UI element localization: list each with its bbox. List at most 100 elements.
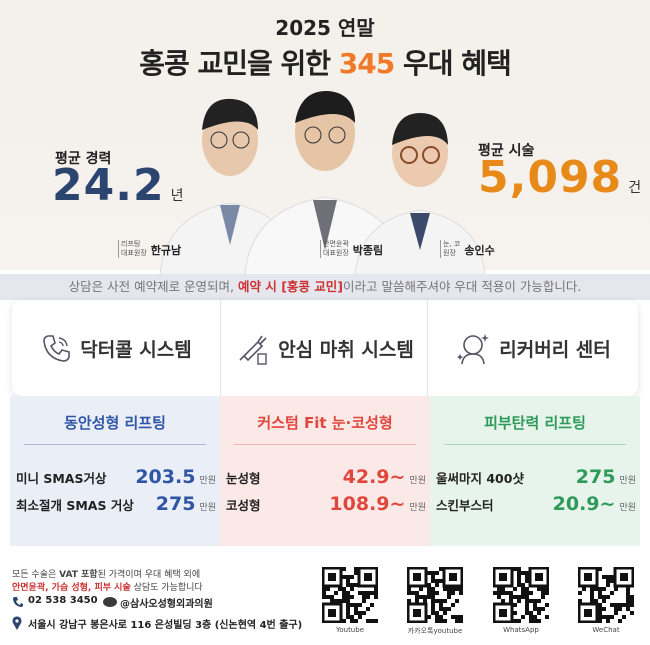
qr-code[interactable]	[578, 567, 634, 623]
doctor-figure	[159, 98, 301, 275]
doctor-tag: 눈, 코 원장	[440, 240, 460, 258]
price-row: 코성형 108.9~ 만원	[226, 493, 426, 517]
notice-text: 이라고 말씀해주셔야 우대 적용이 가능합니다.	[342, 279, 582, 294]
price-row: 눈성형 42.9~ 만원	[226, 466, 426, 490]
price-column: 피부탄력 리프팅 울써마지 400샷 275 만원 스킨부스터 20.9~ 만원	[430, 396, 640, 546]
doctor-name: 송인수	[464, 244, 495, 257]
qr-code[interactable]	[493, 567, 549, 623]
column-title: 동안성형 리프팅	[64, 414, 166, 432]
stat-label: 평균 경력	[55, 151, 112, 167]
doctors-photo	[159, 90, 486, 275]
qr-label: WhatsApp	[503, 626, 539, 634]
item-unit: 만원	[199, 503, 216, 513]
item-price: 275	[155, 493, 196, 515]
stat-label: 평균 시술	[478, 143, 535, 159]
price-row: 스킨부스터 20.9~ 만원	[436, 493, 636, 517]
doctor-name: 한규남	[150, 244, 182, 257]
price-row: 미니 SMAS거상 203.5 만원	[16, 466, 216, 490]
qr-code[interactable]	[407, 567, 463, 623]
doctor-tag: 안면윤곽 대표원장	[320, 240, 349, 258]
stat-unit: 년	[170, 188, 184, 204]
note-text: 된 가격이며 우대 혜택 외에	[97, 570, 201, 580]
stat-unit: 건	[628, 180, 642, 196]
notice-text: 상담은 사전 예약제로 운영되며,	[68, 279, 238, 294]
item-price: 20.9~	[552, 493, 616, 515]
year: 2025 연말	[275, 16, 375, 40]
item-price: 42.9~	[342, 466, 406, 488]
stat: 5,098 건	[478, 152, 641, 203]
price-column: 동안성형 리프팅 미니 SMAS거상 203.5 만원 최소절개 SMAS 거상 275 만…	[10, 396, 220, 546]
doctor-figure	[354, 113, 486, 275]
item-name: 최소절개 SMAS 거상	[16, 498, 134, 513]
item-price: 108.9~	[329, 493, 406, 515]
item-name: 코성형	[226, 498, 261, 513]
phone: 02 538 3450	[28, 595, 98, 606]
doctor-specialty: 리프팅	[121, 240, 141, 248]
price-column: 커스텀 Fit 눈·코성형 눈성형 42.9~ 만원 코성형 108.9~ 만원	[220, 396, 430, 546]
divider	[444, 444, 626, 445]
item-name: 울써마지 400샷	[436, 471, 524, 486]
item-unit: 만원	[619, 476, 636, 486]
title-highlight: 345	[338, 47, 395, 80]
doctor-role: 대표원장	[121, 249, 147, 257]
stat-value: 24.2	[52, 160, 165, 211]
doctor-name: 박종림	[352, 244, 384, 257]
item-unit: 만원	[409, 476, 426, 486]
title-part: 홍콩 교민을 위한	[139, 47, 339, 80]
recovery-icon	[457, 334, 490, 365]
footer-note: 안면윤곽, 가슴 성형, 피부 시술 상담도 가능합니다	[12, 580, 203, 593]
note-text: 상담도 가능합니다	[130, 583, 203, 593]
doctor-tag: 리프팅 대표원장	[118, 240, 147, 258]
feature: 리커버리 센터	[428, 300, 638, 396]
doctor-specialty: 안면윤곽	[323, 240, 349, 248]
notice: 상담은 사전 예약제로 운영되며, 예약 시 [홍콩 교민]이라고 말씀해주셔야…	[0, 274, 650, 300]
note-emphasis: VAT 포함	[59, 570, 98, 580]
stat-value: 5,098	[478, 152, 623, 203]
feature-label: 안심 마취 시스템	[278, 338, 414, 361]
title-part: 우대 혜택	[394, 47, 512, 80]
price-row: 울써마지 400샷 275 만원	[436, 466, 636, 490]
item-unit: 만원	[409, 503, 426, 513]
doctor-role: 원장	[443, 249, 456, 257]
note-emphasis: 안면윤곽, 가슴 성형, 피부 시술	[12, 583, 131, 593]
item-price: 275	[575, 466, 616, 488]
notice-emphasis: 예약 시 [홍콩 교민]	[238, 279, 343, 294]
qr-label: WeChat	[592, 626, 620, 634]
phone-icon	[13, 597, 23, 607]
phone-icon	[43, 335, 71, 362]
item-name: 미니 SMAS거상	[16, 471, 107, 486]
kakao-icon	[103, 597, 117, 607]
price-row: 최소절개 SMAS 거상 275 만원	[16, 493, 216, 517]
feature-card: 닥터콜 시스템 안심 마취 시스템 리커버리 센터	[12, 300, 638, 396]
doctor-caption: 안면윤곽 대표원장 박종림	[320, 240, 383, 258]
qr-code[interactable]	[322, 567, 378, 623]
feature: 닥터콜 시스템	[12, 300, 220, 396]
qr-label: 카카오톡youtube	[407, 627, 463, 635]
location-icon	[12, 616, 22, 630]
doctor-caption: 눈, 코 원장 송인수	[440, 240, 495, 258]
address: 서울시 강남구 봉은사로 116 은성빌딩 3층 (신논현역 4번 출구)	[28, 620, 303, 631]
doctor-role: 대표원장	[323, 249, 349, 257]
title: 홍콩 교민을 위한 345 우대 혜택	[0, 42, 650, 82]
qr-label: Youtube	[336, 626, 364, 634]
footer-note: 모든 수술은 VAT 포함된 가격이며 우대 혜택 외에	[12, 567, 200, 580]
doctor-caption: 리프팅 대표원장 한규남	[118, 240, 181, 258]
item-unit: 만원	[199, 476, 216, 486]
item-price: 203.5	[135, 466, 196, 488]
stat: 24.2 년	[52, 160, 183, 211]
kakao-id: @삼사오성형외과의원	[120, 599, 213, 610]
item-unit: 만원	[619, 503, 636, 513]
column-title: 커스텀 Fit 눈·코성형	[257, 414, 393, 432]
feature-label: 닥터콜 시스템	[80, 338, 192, 361]
divider	[24, 444, 206, 445]
doctor-specialty: 눈, 코	[443, 240, 461, 248]
feature-label: 리커버리 센터	[499, 338, 611, 361]
column-title: 피부탄력 리프팅	[484, 414, 586, 432]
note-text: 모든 수술은	[12, 570, 60, 580]
divider	[234, 444, 416, 445]
item-name: 눈성형	[226, 471, 261, 486]
item-name: 스킨부스터	[436, 498, 494, 513]
syringe-icon	[239, 335, 267, 365]
feature: 안심 마취 시스템	[220, 300, 428, 396]
